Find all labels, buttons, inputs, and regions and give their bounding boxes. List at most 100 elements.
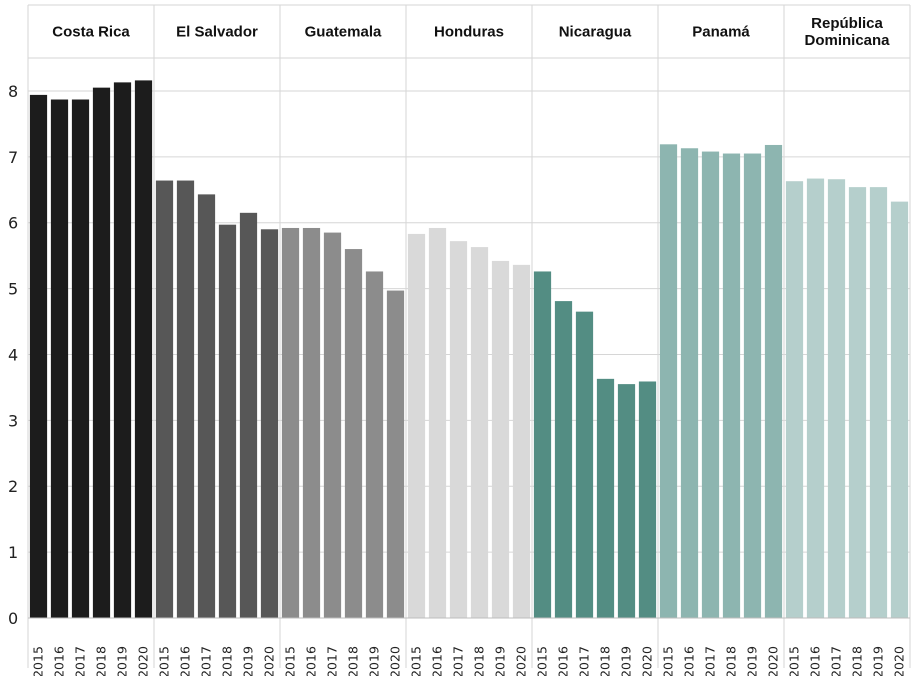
x-tick-label: 2015 <box>157 646 172 676</box>
bar <box>365 271 384 618</box>
bar <box>113 82 132 619</box>
x-tick-label: 2017 <box>451 646 466 676</box>
bar <box>29 94 48 619</box>
bar <box>848 187 867 619</box>
x-tick-label: 2016 <box>178 646 193 676</box>
bar <box>281 227 300 618</box>
bar <box>764 144 783 618</box>
bar <box>785 181 804 618</box>
country-label: Panamá <box>692 24 750 41</box>
x-tick-label: 2015 <box>535 646 550 676</box>
x-tick-label: 2019 <box>367 646 382 676</box>
country-label: El Salvador <box>176 24 258 41</box>
bar <box>596 378 615 618</box>
bar <box>806 178 825 619</box>
bar <box>512 264 531 618</box>
x-tick-label: 2015 <box>409 646 424 676</box>
bar <box>659 144 678 618</box>
x-tick-label: 2018 <box>94 646 109 676</box>
panel-nicaragua: Nicaragua 2015 2016 2017 2018 2019 2020 <box>533 24 657 676</box>
bar <box>701 151 720 618</box>
bar <box>827 179 846 619</box>
bar <box>134 80 153 618</box>
x-tick-label: 2020 <box>640 646 655 676</box>
y-tick-label: 1 <box>8 543 18 562</box>
panel-costa-rica: Costa Rica 2015 2016 2017 2018 2019 2020 <box>29 24 153 676</box>
x-tick-label: 2019 <box>871 646 886 676</box>
y-tick-label: 2 <box>8 477 18 496</box>
bar <box>239 212 258 618</box>
x-tick-label: 2016 <box>52 646 67 676</box>
x-tick-label: 2015 <box>31 646 46 676</box>
x-tick-label: 2020 <box>136 646 151 676</box>
bar <box>722 153 741 618</box>
x-tick-label: 2020 <box>892 646 907 676</box>
x-tick-label: 2019 <box>241 646 256 676</box>
country-label: Costa Rica <box>52 24 130 41</box>
bar <box>176 180 195 618</box>
x-tick-label: 2017 <box>199 646 214 676</box>
bar <box>533 271 552 618</box>
x-tick-label: 2017 <box>577 646 592 676</box>
x-tick-label: 2016 <box>682 646 697 676</box>
x-tick-label: 2016 <box>430 646 445 676</box>
country-label: Guatemala <box>305 24 382 41</box>
bar <box>743 153 762 618</box>
bar <box>491 260 510 618</box>
y-tick-label: 4 <box>8 345 18 364</box>
x-tick-label: 2018 <box>220 646 235 676</box>
x-tick-label: 2019 <box>115 646 130 676</box>
x-tick-label: 2018 <box>724 646 739 676</box>
bar <box>50 99 69 619</box>
x-tick-label: 2018 <box>346 646 361 676</box>
x-tick-label: 2016 <box>808 646 823 676</box>
x-tick-label: 2015 <box>661 646 676 676</box>
bar <box>344 249 363 618</box>
bar <box>155 180 174 618</box>
x-tick-label: 2016 <box>556 646 571 676</box>
y-axis-labels: 0 1 2 3 4 5 6 7 8 <box>8 82 18 628</box>
country-label: Honduras <box>434 24 504 41</box>
bar <box>554 301 573 618</box>
bar <box>260 229 279 618</box>
panel-panam-: Panamá 2015 2016 2017 2018 2019 2020 <box>659 24 783 676</box>
x-tick-label: 2020 <box>262 646 277 676</box>
bar <box>386 290 405 618</box>
bar <box>449 241 468 618</box>
panel-guatemala: Guatemala 2015 2016 2017 2018 2019 2020 <box>281 24 405 676</box>
bar <box>869 187 888 619</box>
x-tick-label: 2017 <box>325 646 340 676</box>
x-tick-label: 2019 <box>745 646 760 676</box>
x-tick-label: 2015 <box>787 646 802 676</box>
bar <box>428 227 447 618</box>
bar <box>197 194 216 618</box>
bar <box>890 201 909 618</box>
country-label: Dominicana <box>804 32 890 49</box>
panel-honduras: Honduras 2015 2016 2017 2018 2019 2020 <box>407 24 531 676</box>
bar <box>617 384 636 618</box>
y-tick-label: 0 <box>8 609 18 628</box>
y-tick-label: 8 <box>8 82 18 101</box>
bar <box>575 311 594 618</box>
y-tick-label: 6 <box>8 214 18 233</box>
y-tick-label: 3 <box>8 411 18 430</box>
y-tick-label: 5 <box>8 280 18 299</box>
x-tick-label: 2018 <box>472 646 487 676</box>
x-tick-label: 2019 <box>619 646 634 676</box>
bar <box>323 232 342 618</box>
x-tick-label: 2017 <box>73 646 88 676</box>
grid-lines <box>27 4 911 668</box>
bar <box>407 233 426 618</box>
y-tick-label: 7 <box>8 148 18 167</box>
x-tick-label: 2019 <box>493 646 508 676</box>
x-tick-label: 2020 <box>388 646 403 676</box>
x-tick-label: 2015 <box>283 646 298 676</box>
country-label: República <box>811 15 883 32</box>
bar <box>92 87 111 619</box>
bar <box>638 381 657 618</box>
x-tick-label: 2017 <box>829 646 844 676</box>
bar <box>470 247 489 619</box>
